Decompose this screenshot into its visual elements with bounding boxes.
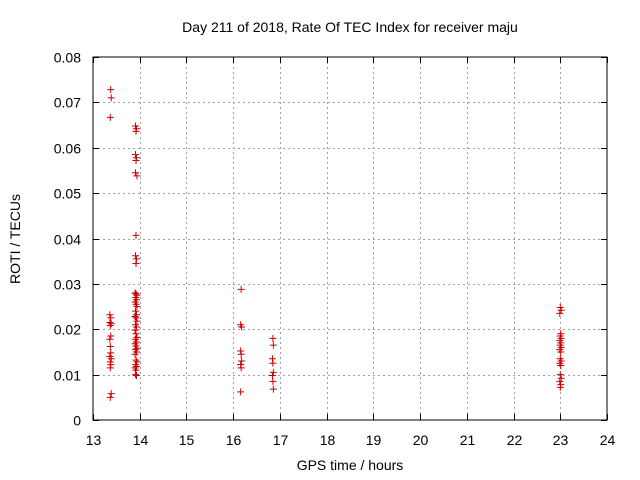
data-point bbox=[269, 359, 277, 367]
data-point bbox=[132, 371, 140, 379]
chart-title: Day 211 of 2018, Rate Of TEC Index for r… bbox=[182, 19, 518, 35]
data-point bbox=[132, 151, 140, 159]
data-point bbox=[131, 350, 139, 358]
data-point bbox=[556, 371, 564, 379]
x-tick-label: 13 bbox=[86, 432, 102, 448]
data-point bbox=[132, 252, 140, 260]
plot-frame bbox=[92, 56, 608, 421]
y-tick-label: 0.07 bbox=[54, 95, 81, 111]
data-point bbox=[237, 350, 245, 358]
x-tick-label: 18 bbox=[320, 432, 336, 448]
data-point bbox=[557, 362, 565, 370]
x-tick-label: 20 bbox=[413, 432, 429, 448]
x-tick-label: 17 bbox=[273, 432, 289, 448]
data-point bbox=[269, 385, 277, 393]
data-point bbox=[131, 326, 139, 334]
data-point bbox=[106, 335, 114, 343]
y-tick-label: 0.02 bbox=[54, 322, 81, 338]
data-point bbox=[237, 388, 245, 396]
data-point bbox=[132, 231, 140, 239]
data-point bbox=[133, 317, 141, 325]
data-point bbox=[269, 377, 277, 385]
data-point bbox=[132, 314, 140, 322]
x-tick-label: 23 bbox=[553, 432, 569, 448]
y-tick-label: 0.06 bbox=[54, 141, 81, 157]
x-tick-label: 14 bbox=[133, 432, 149, 448]
x-tick-label: 16 bbox=[226, 432, 242, 448]
data-point bbox=[133, 172, 141, 180]
x-tick-label: 21 bbox=[460, 432, 476, 448]
data-points bbox=[106, 86, 565, 401]
y-tick-label: 0.01 bbox=[54, 368, 81, 384]
data-point bbox=[107, 332, 115, 340]
data-point bbox=[133, 303, 141, 311]
data-point bbox=[106, 113, 114, 121]
data-point bbox=[132, 169, 140, 177]
data-point bbox=[269, 341, 277, 349]
y-axis-label: ROTI / TECUs bbox=[7, 194, 23, 284]
data-point bbox=[132, 372, 140, 380]
x-tick-label: 19 bbox=[366, 432, 382, 448]
x-tick-label: 15 bbox=[179, 432, 195, 448]
data-point bbox=[106, 342, 114, 350]
data-point bbox=[132, 156, 140, 164]
data-point bbox=[106, 311, 114, 319]
y-tick-label: 0.04 bbox=[54, 232, 81, 248]
data-point bbox=[107, 349, 115, 357]
data-point bbox=[132, 127, 140, 135]
data-point bbox=[237, 364, 245, 372]
y-tick-label: 0.05 bbox=[54, 186, 81, 202]
data-point bbox=[269, 368, 277, 376]
data-point bbox=[557, 374, 565, 382]
x-tick-label: 22 bbox=[507, 432, 523, 448]
data-point bbox=[556, 377, 564, 385]
y-tick-label: 0.03 bbox=[54, 277, 81, 293]
data-point bbox=[107, 355, 115, 363]
data-point bbox=[556, 383, 564, 391]
data-point bbox=[106, 393, 114, 401]
data-point bbox=[107, 320, 115, 328]
data-point bbox=[238, 357, 246, 365]
data-point bbox=[106, 322, 114, 330]
data-point bbox=[132, 323, 140, 331]
data-point bbox=[557, 306, 565, 314]
grid-lines bbox=[93, 57, 607, 420]
axis-ticks: 13 14 15 16 17 18 19 20 21 22 23 24 0 0.01 0.02 0.03 0.0… bbox=[54, 50, 616, 449]
data-point bbox=[106, 364, 114, 372]
data-point bbox=[107, 390, 115, 398]
data-point bbox=[132, 259, 140, 267]
x-tick-label: 24 bbox=[600, 432, 616, 448]
data-point bbox=[107, 86, 115, 94]
data-point bbox=[131, 313, 139, 321]
data-point bbox=[237, 285, 245, 293]
data-point bbox=[268, 372, 276, 380]
data-point bbox=[269, 334, 277, 342]
y-tick-label: 0 bbox=[73, 413, 81, 429]
data-point bbox=[557, 348, 565, 356]
data-point bbox=[107, 314, 115, 322]
data-point bbox=[107, 94, 115, 102]
y-tick-label: 0.08 bbox=[54, 50, 81, 66]
data-point bbox=[238, 323, 246, 331]
data-point bbox=[556, 309, 564, 317]
x-axis-label: GPS time / hours bbox=[297, 457, 404, 473]
